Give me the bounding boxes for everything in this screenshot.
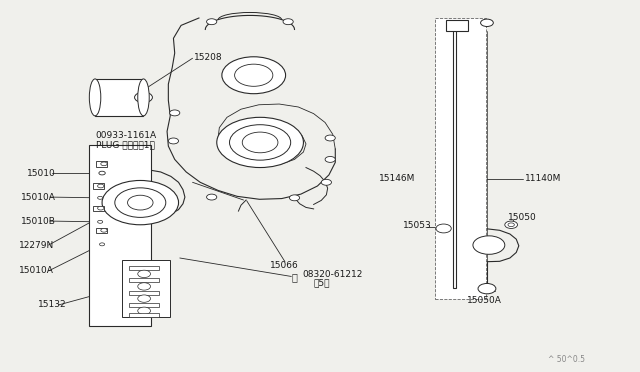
Circle shape	[127, 195, 153, 210]
Circle shape	[222, 57, 285, 94]
Circle shape	[207, 194, 217, 200]
Bar	[122, 260, 170, 317]
Circle shape	[473, 236, 505, 254]
Circle shape	[325, 135, 335, 141]
Bar	[435, 18, 486, 299]
Ellipse shape	[138, 79, 149, 116]
Text: 15010: 15010	[27, 169, 56, 177]
Text: 15208: 15208	[194, 53, 223, 62]
Bar	[129, 291, 159, 295]
Bar	[129, 266, 159, 270]
Bar	[93, 183, 104, 189]
Bar	[452, 27, 456, 288]
Circle shape	[235, 64, 273, 86]
Circle shape	[168, 138, 179, 144]
Circle shape	[436, 224, 451, 233]
Text: （5）: （5）	[314, 278, 330, 287]
Circle shape	[102, 180, 179, 225]
Circle shape	[325, 157, 335, 162]
Circle shape	[481, 19, 493, 26]
Circle shape	[289, 195, 300, 201]
Text: PLUG プラグ（1）: PLUG プラグ（1）	[96, 140, 155, 149]
Circle shape	[230, 125, 291, 160]
Circle shape	[217, 117, 303, 167]
Text: 15050: 15050	[508, 213, 537, 222]
Text: 15010B: 15010B	[20, 217, 56, 225]
Circle shape	[100, 243, 104, 246]
Text: 11140M: 11140M	[525, 174, 561, 183]
Circle shape	[243, 132, 278, 153]
Circle shape	[321, 179, 332, 185]
Circle shape	[115, 188, 166, 217]
Circle shape	[207, 19, 217, 25]
Circle shape	[98, 184, 104, 188]
Circle shape	[98, 220, 102, 223]
Text: Ⓢ: Ⓢ	[292, 273, 298, 283]
Circle shape	[283, 19, 293, 25]
Circle shape	[478, 283, 496, 294]
Bar	[95, 79, 143, 116]
Circle shape	[508, 223, 515, 227]
Bar	[129, 278, 159, 282]
Circle shape	[138, 283, 150, 290]
Circle shape	[138, 307, 150, 314]
Circle shape	[170, 110, 180, 116]
Text: 15146M: 15146M	[380, 174, 415, 183]
Circle shape	[138, 270, 150, 278]
Text: 15010A: 15010A	[19, 266, 54, 275]
Bar	[90, 145, 151, 326]
Text: 08320-61212: 08320-61212	[302, 270, 362, 279]
Text: 12279N: 12279N	[19, 241, 54, 250]
Circle shape	[98, 196, 102, 199]
Circle shape	[99, 171, 105, 175]
Text: 15053: 15053	[403, 221, 431, 230]
Bar	[446, 20, 468, 31]
Text: 15066: 15066	[270, 261, 299, 270]
Circle shape	[100, 228, 107, 232]
Text: 15050A: 15050A	[467, 296, 501, 305]
Ellipse shape	[90, 79, 100, 116]
Bar	[93, 206, 104, 211]
Bar	[129, 313, 159, 317]
Circle shape	[505, 221, 518, 228]
Text: 00933-1161A: 00933-1161A	[96, 131, 157, 140]
Bar	[96, 161, 107, 167]
Circle shape	[98, 206, 104, 210]
Circle shape	[134, 92, 152, 103]
Bar	[96, 228, 107, 233]
Text: 15010A: 15010A	[20, 193, 56, 202]
Circle shape	[100, 162, 107, 166]
Circle shape	[139, 95, 148, 100]
Text: 15132: 15132	[38, 300, 67, 310]
Circle shape	[138, 295, 150, 302]
Text: ^ 50^0.5: ^ 50^0.5	[548, 355, 585, 364]
Bar	[129, 303, 159, 307]
